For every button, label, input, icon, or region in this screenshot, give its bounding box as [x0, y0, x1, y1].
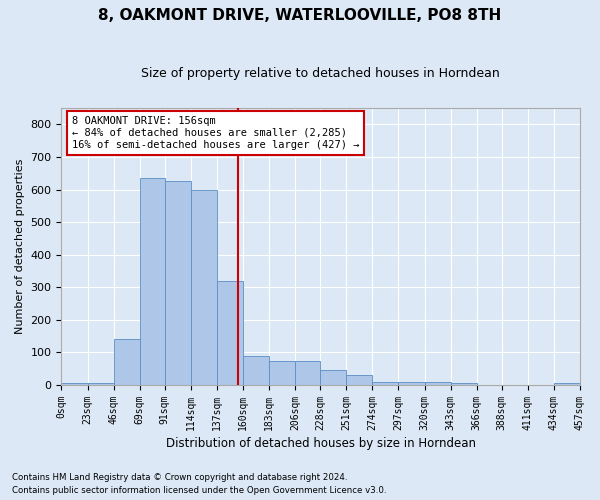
Bar [217, 281, 243, 385]
Bar [140, 178, 164, 385]
Bar [269, 360, 295, 385]
Bar [373, 382, 398, 385]
Title: Size of property relative to detached houses in Horndean: Size of property relative to detached ho… [142, 68, 500, 80]
Text: Contains HM Land Registry data © Crown copyright and database right 2024.
Contai: Contains HM Land Registry data © Crown c… [12, 474, 386, 495]
Bar [320, 370, 346, 385]
Bar [295, 360, 320, 385]
Bar [554, 384, 580, 385]
Bar [113, 340, 140, 385]
Bar [61, 384, 88, 385]
Bar [88, 384, 113, 385]
Bar [451, 384, 477, 385]
Text: 8 OAKMONT DRIVE: 156sqm
← 84% of detached houses are smaller (2,285)
16% of semi: 8 OAKMONT DRIVE: 156sqm ← 84% of detache… [72, 116, 359, 150]
Bar [398, 382, 425, 385]
Y-axis label: Number of detached properties: Number of detached properties [15, 159, 25, 334]
Text: 8, OAKMONT DRIVE, WATERLOOVILLE, PO8 8TH: 8, OAKMONT DRIVE, WATERLOOVILLE, PO8 8TH [98, 8, 502, 22]
Bar [164, 182, 191, 385]
Bar [243, 356, 269, 385]
Bar [346, 376, 373, 385]
Bar [425, 382, 451, 385]
Bar [191, 190, 217, 385]
X-axis label: Distribution of detached houses by size in Horndean: Distribution of detached houses by size … [166, 437, 476, 450]
